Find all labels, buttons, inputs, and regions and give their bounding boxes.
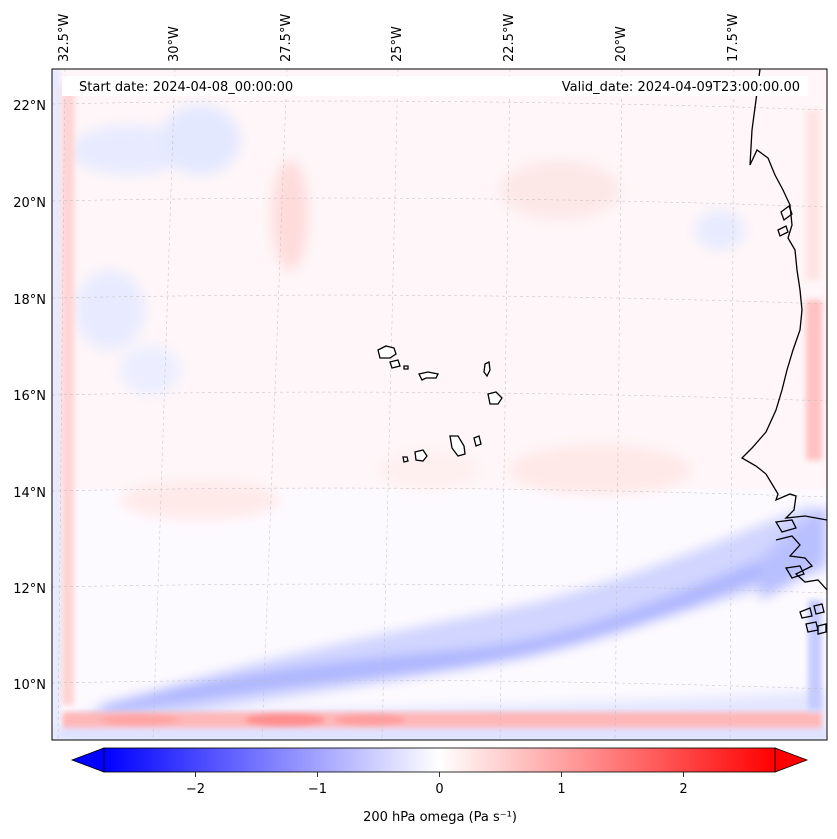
colorbar: −2 −1 0 1 2 200 hPa omega (Pa s⁻¹) — [70, 747, 809, 825]
lat-label-10n: 10°N — [13, 678, 46, 693]
island-santa-luzia — [403, 365, 409, 370]
island-maio — [473, 435, 482, 447]
island-sao-vicente — [389, 359, 401, 369]
island-santo-antao — [377, 345, 397, 359]
africa-coastline — [740, 69, 827, 521]
lat-label-14n: 14°N — [13, 486, 46, 501]
map-panel: Start date: 2024-04-08_00:00:00 Valid_da… — [51, 68, 828, 741]
colorbar-tick-label: −2 — [186, 782, 205, 797]
lon-label-20w: 20°W — [614, 26, 629, 62]
lat-label-22n: 22°N — [13, 99, 46, 114]
colorbar-ticks: −2 −1 0 1 2 — [186, 772, 688, 797]
lon-label-32-5w: 32.5°W — [57, 14, 72, 62]
weak-anomaly-patches — [70, 105, 745, 520]
colorbar-tick-label: 1 — [557, 782, 565, 797]
colorbar-max-extension — [774, 747, 809, 773]
island-santiago — [449, 435, 466, 457]
lon-label-27-5w: 27.5°W — [279, 14, 294, 62]
lon-label-17-5w: 17.5°W — [726, 14, 741, 62]
lon-label-22-5w: 22.5°W — [502, 14, 517, 62]
header-band — [62, 76, 808, 96]
colorbar-label: 200 hPa omega (Pa s⁻¹) — [363, 810, 517, 825]
lon-label-30w: 30°W — [167, 26, 182, 62]
lon-label-25w: 25°W — [390, 26, 405, 62]
island-brava — [402, 456, 409, 463]
island-fogo — [414, 449, 428, 462]
start-date-label: Start date: 2024-04-08_00:00:00 — [79, 80, 293, 95]
coastlines — [740, 69, 827, 635]
omega-field — [52, 69, 827, 740]
colorbar-min-extension — [70, 747, 105, 773]
valid-date-label: Valid_date: 2024-04-09T23:00:00.00 — [562, 80, 800, 95]
colorbar-tick-label: −1 — [308, 782, 327, 797]
lat-label-18n: 18°N — [13, 293, 46, 308]
lat-label-16n: 16°N — [13, 389, 46, 404]
red-boundary-band — [52, 712, 827, 740]
gridlines — [51, 68, 828, 741]
lat-label-12n: 12°N — [13, 582, 46, 597]
longitude-labels: 32.5°W 30°W 27.5°W 25°W 22.5°W 20°W 17.5… — [57, 14, 741, 62]
island-sao-nicolau — [418, 371, 439, 381]
cape-verde-islands — [377, 345, 503, 463]
island-boa-vista — [487, 391, 503, 405]
colorbar-tick-label: 2 — [679, 782, 687, 797]
colorbar-gradient — [103, 747, 776, 773]
lat-label-20n: 20°N — [13, 196, 46, 211]
map-frame — [51, 68, 828, 741]
latitude-labels: 22°N 20°N 18°N 16°N 14°N 12°N 10°N — [13, 99, 46, 693]
island-sal — [483, 361, 491, 378]
colorbar-tick-label: 0 — [435, 782, 443, 797]
boundary-strips — [52, 69, 822, 740]
